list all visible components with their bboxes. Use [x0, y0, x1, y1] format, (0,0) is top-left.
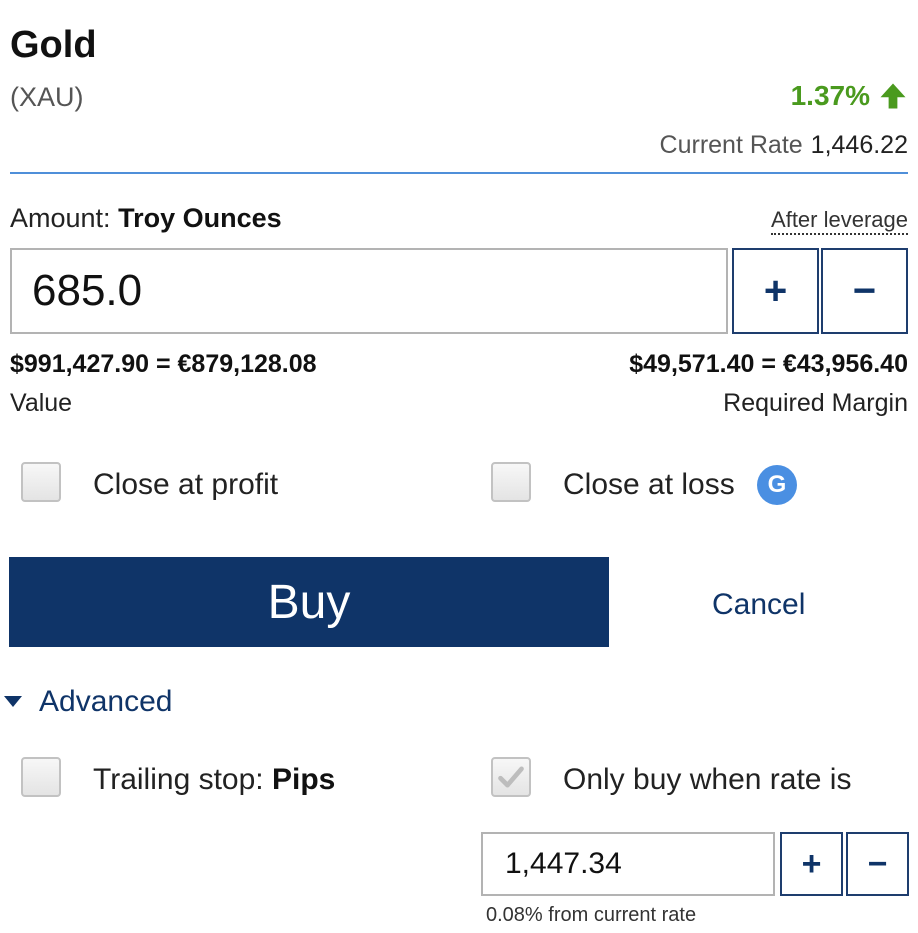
current-rate-label: Current Rate — [659, 131, 803, 159]
checkmark-icon — [498, 766, 524, 788]
value-label: Value — [10, 389, 73, 417]
rate-change-value: 1.37% — [790, 80, 870, 111]
rate-decrease-button[interactable]: − — [846, 832, 909, 896]
advanced-toggle[interactable]: Advanced — [39, 685, 173, 718]
current-rate: Current Rate 1,446.22 — [660, 131, 908, 160]
close-at-loss-checkbox[interactable] — [491, 462, 531, 502]
instrument-symbol: (XAU) — [10, 82, 84, 112]
trailing-stop-checkbox[interactable] — [21, 757, 61, 797]
limit-rate-input[interactable] — [481, 832, 775, 896]
arrow-up-icon — [880, 83, 906, 109]
amount-label: Amount: Troy Ounces — [10, 203, 282, 234]
amount-label-text: Amount: — [10, 203, 111, 233]
guaranteed-stop-icon[interactable]: G — [757, 465, 797, 505]
close-at-profit-checkbox[interactable] — [21, 462, 61, 502]
required-margin-label: Required Margin — [723, 389, 908, 417]
value-amount: $991,427.90 = €879,128.08 — [10, 350, 317, 378]
only-buy-when-label: Only buy when rate is — [563, 763, 852, 796]
amount-unit: Troy Ounces — [118, 203, 282, 233]
rate-increase-button[interactable]: + — [780, 832, 843, 896]
close-at-profit-label: Close at profit — [93, 468, 279, 501]
trailing-stop-text: Trailing stop: — [93, 763, 264, 796]
amount-increase-button[interactable]: + — [732, 248, 819, 334]
after-leverage-link[interactable]: After leverage — [771, 207, 908, 235]
amount-input[interactable] — [10, 248, 728, 334]
trailing-stop-label: Trailing stop: Pips — [93, 763, 335, 797]
close-at-loss-label: Close at loss — [563, 468, 735, 501]
amount-decrease-button[interactable]: − — [821, 248, 908, 334]
rate-change: 1.37% — [791, 80, 908, 112]
trailing-stop-unit: Pips — [271, 763, 336, 796]
header-divider — [10, 172, 908, 174]
cancel-button[interactable]: Cancel — [712, 588, 806, 621]
buy-button[interactable]: Buy — [9, 557, 609, 647]
required-margin-amount: $49,571.40 = €43,956.40 — [629, 350, 908, 378]
only-buy-when-checkbox[interactable] — [491, 757, 531, 797]
caret-down-icon[interactable] — [4, 696, 22, 707]
from-current-rate-text: 0.08% from current rate — [486, 904, 697, 926]
instrument-title: Gold — [10, 24, 97, 66]
current-rate-value: 1,446.22 — [810, 131, 908, 159]
